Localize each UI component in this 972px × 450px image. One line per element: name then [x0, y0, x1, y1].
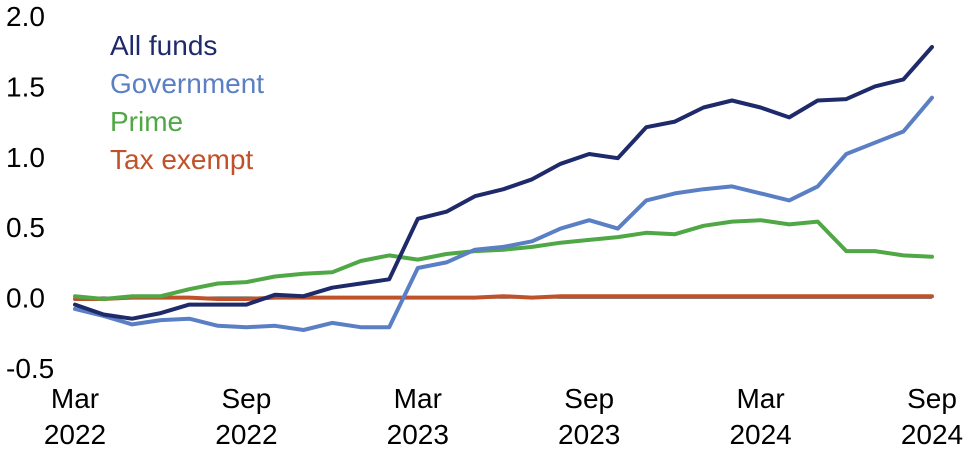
legend-entry-tax-exempt: Tax exempt — [110, 144, 253, 175]
legend-entry-all-funds: All funds — [110, 30, 217, 61]
x-tick-label-month: Mar — [394, 383, 442, 414]
legend: All funds Government Prime Tax exempt — [110, 30, 264, 175]
y-tick-label: 2.0 — [6, 1, 45, 32]
x-tick-label-month: Sep — [221, 383, 271, 414]
x-tick-label-year: 2022 — [44, 419, 106, 450]
series-line-all-funds — [73, 45, 934, 321]
y-tick-label: 1.0 — [6, 142, 45, 173]
legend-entry-prime: Prime — [110, 106, 183, 137]
x-tick-label-year: 2022 — [215, 419, 277, 450]
series-line-government — [73, 95, 934, 332]
x-tick-label-year: 2024 — [729, 419, 791, 450]
y-tick-label: 1.5 — [6, 71, 45, 102]
series-lines — [73, 45, 934, 332]
y-tick-label: -0.5 — [6, 353, 54, 384]
x-tick-label-month: Mar — [736, 383, 784, 414]
legend-entry-government: Government — [110, 68, 264, 99]
y-tick-label: 0.0 — [6, 283, 45, 314]
y-tick-label: 0.5 — [6, 212, 45, 243]
x-tick-label-month: Sep — [907, 383, 957, 414]
x-tick-label-month: Sep — [564, 383, 614, 414]
x-tick-label-month: Mar — [51, 383, 99, 414]
series-line-tax-exempt — [73, 294, 934, 301]
x-tick-label-year: 2024 — [901, 419, 963, 450]
x-tick-label-year: 2023 — [558, 419, 620, 450]
y-axis-tick-labels: 2.0 1.5 1.0 0.5 0.0 -0.5 — [6, 1, 54, 384]
x-axis-tick-labels: Mar 2022 Sep 2022 Mar 2023 Sep 2023 Mar 2024 Sep 20… — [44, 383, 963, 450]
series-line-prime — [73, 218, 934, 301]
x-tick-label-year: 2023 — [387, 419, 449, 450]
